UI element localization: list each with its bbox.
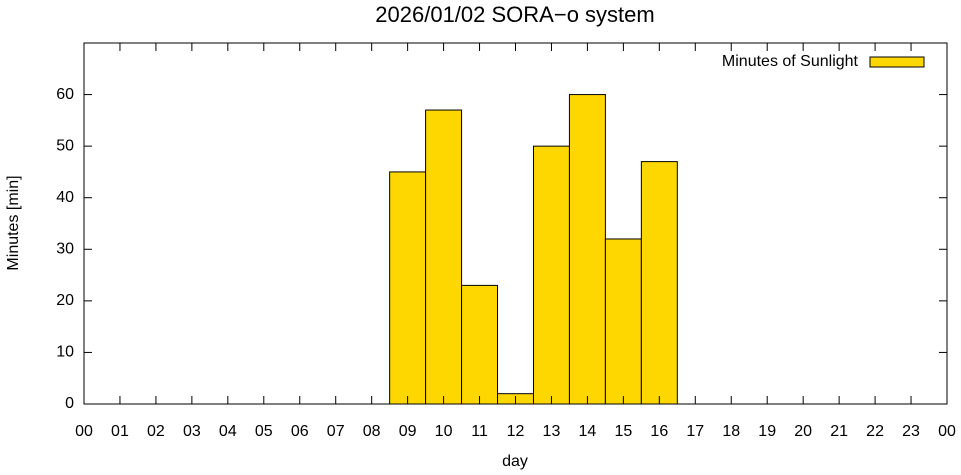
x-tick-label: 13 (543, 423, 561, 440)
x-tick-label: 19 (758, 423, 776, 440)
y-tick-label: 50 (56, 137, 74, 154)
x-tick-label: 10 (435, 423, 453, 440)
x-tick-label: 14 (579, 423, 597, 440)
x-tick-label: 00 (938, 423, 956, 440)
bar (461, 284, 499, 405)
bar (389, 171, 427, 405)
plot-frame (83, 42, 948, 405)
x-tick-label: 15 (614, 423, 632, 440)
bar (640, 161, 678, 405)
y-axis-label: Minutes [min] (5, 175, 22, 270)
x-tick-label: 08 (363, 423, 381, 440)
bar (604, 238, 642, 405)
x-tick-label: 05 (255, 423, 273, 440)
x-tick-label: 23 (902, 423, 920, 440)
x-tick-label: 21 (830, 423, 848, 440)
x-tick-label: 01 (111, 423, 129, 440)
x-tick-label: 06 (291, 423, 309, 440)
x-tick-label: 11 (471, 423, 488, 440)
x-tick-label: 17 (686, 423, 704, 440)
y-tick-label: 30 (56, 241, 74, 258)
y-tick-label: 60 (56, 86, 74, 103)
x-tick-label: 07 (327, 423, 345, 440)
legend-swatch (869, 56, 925, 68)
x-tick-label: 00 (75, 423, 93, 440)
x-tick-label: 22 (866, 423, 884, 440)
x-tick-label: 12 (507, 423, 525, 440)
x-tick-label: 04 (219, 423, 237, 440)
bar (568, 94, 606, 405)
y-tick-label: 20 (56, 292, 74, 309)
y-tick-label: 40 (56, 189, 74, 206)
y-tick-label: 10 (56, 344, 74, 361)
x-tick-label: 16 (650, 423, 668, 440)
legend-label: Minutes of Sunlight (722, 53, 859, 70)
bar (425, 109, 463, 405)
x-tick-label: 18 (722, 423, 740, 440)
y-tick-label: 0 (65, 395, 74, 412)
x-axis-label: day (502, 453, 528, 470)
chart-title: 2026/01/02 SORA−o system (375, 2, 654, 27)
bar (532, 145, 570, 405)
x-tick-label: 09 (399, 423, 417, 440)
x-tick-label: 03 (183, 423, 201, 440)
x-tick-label: 20 (794, 423, 812, 440)
x-tick-label: 02 (147, 423, 165, 440)
